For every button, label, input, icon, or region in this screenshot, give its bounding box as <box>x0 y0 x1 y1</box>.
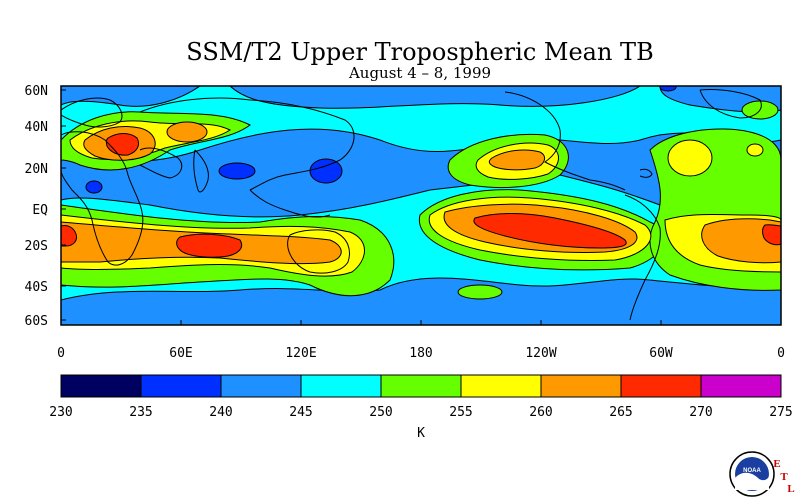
lat-label-40s: 40S <box>25 280 48 295</box>
colorbar-tick-250: 250 <box>369 405 392 420</box>
colorbar-swatch-240-245 <box>220 374 302 398</box>
contour-red-southeast <box>762 224 781 246</box>
contour-orange-north-pacific <box>488 149 546 171</box>
lat-label-60s: 60S <box>25 314 48 329</box>
coastline-islands <box>639 168 653 178</box>
contour-yellow-northeast <box>667 139 713 177</box>
colorbar-tick-245: 245 <box>289 405 312 420</box>
lon-label-0-east: 0 <box>777 346 785 361</box>
logo-letter-e: E <box>773 458 780 470</box>
colorbar-tick-260: 260 <box>529 405 552 420</box>
contour-deep-blue-3 <box>85 180 103 194</box>
colorbar-unit: K <box>417 426 425 441</box>
colorbar-tick-255: 255 <box>449 405 472 420</box>
coastline-south-america <box>624 194 661 321</box>
figure-subtitle: August 4 – 8, 1999 <box>348 64 491 82</box>
contour-blue-south <box>61 277 781 325</box>
lat-label-40n: 40N <box>25 120 48 135</box>
colorbar-swatch-255-260 <box>460 374 542 398</box>
contour-red-central-pacific <box>473 213 627 249</box>
contour-red-southern-africa <box>61 225 77 247</box>
colorbar-swatch-260-265 <box>540 374 622 398</box>
contour-blue-topleft <box>61 86 201 107</box>
coastlines <box>61 89 762 321</box>
coastline-australia <box>287 229 350 274</box>
colorbar-tick-270: 270 <box>689 405 712 420</box>
contour-yellow-small-north <box>746 143 764 157</box>
lat-label-60n: 60N <box>25 84 48 99</box>
colorbar-swatch-245-250 <box>300 374 382 398</box>
contour-orange-arabia <box>166 121 208 143</box>
coastline-greenland <box>699 89 762 119</box>
colorbar-tick-240: 240 <box>209 405 232 420</box>
colorbar-swatch-250-255 <box>380 374 462 398</box>
lat-label-eq: EQ <box>32 203 48 218</box>
coastline-africa <box>61 131 144 266</box>
colorbar-swatch-270-275 <box>700 374 782 398</box>
longitude-axis: 0 60E 120E 180 120W 60W 0 <box>57 320 785 361</box>
logo-text: NOAA <box>743 468 761 474</box>
logo-letter-l: L <box>787 483 794 495</box>
contour-deep-blue-2 <box>309 158 343 184</box>
contour-deep-blue-4 <box>659 86 677 92</box>
coastline-asia <box>139 97 355 191</box>
logo-bird-icon <box>735 472 769 490</box>
colorbar-tick-230: 230 <box>49 405 72 420</box>
coastline-europe <box>61 97 123 128</box>
colorbar-tick-235: 235 <box>129 405 152 420</box>
colorbar-tick-265: 265 <box>609 405 632 420</box>
colorbar-tick-275: 275 <box>769 405 792 420</box>
lon-label-120w: 120W <box>525 346 556 361</box>
lon-label-60w: 60W <box>649 346 673 361</box>
latitude-axis: 60N 40N 20N EQ 20S 40S 60S <box>25 84 66 329</box>
lat-label-20n: 20N <box>25 162 48 177</box>
temperature-map <box>61 86 781 325</box>
logo-letter-t: T <box>780 471 788 483</box>
colorbar-swatch-230-235 <box>60 374 142 398</box>
contour-green-small-south <box>457 284 503 300</box>
lon-label-180: 180 <box>409 346 432 361</box>
noaa-logo: NOAA E T L <box>729 451 795 497</box>
coastline-india <box>193 149 209 193</box>
coastline-arabia <box>139 147 183 179</box>
figure-title: SSM/T2 Upper Tropospheric Mean TB <box>186 38 653 66</box>
lat-label-20s: 20S <box>25 239 48 254</box>
lon-label-60e: 60E <box>169 346 192 361</box>
contour-deep-blue-1 <box>218 162 256 180</box>
contour-orange-southeast <box>701 218 781 264</box>
coastline-southeast-asia <box>249 189 331 218</box>
lon-label-0-west: 0 <box>57 346 65 361</box>
lon-label-120e: 120E <box>285 346 316 361</box>
coastline-north-america <box>504 91 626 191</box>
colorbar-swatch-265-270 <box>620 374 702 398</box>
contour-red-southern-ocean <box>176 233 243 258</box>
colorbar-swatch-235-240 <box>140 374 222 398</box>
colorbar: 230 235 240 245 250 255 260 265 270 275 <box>49 374 793 420</box>
